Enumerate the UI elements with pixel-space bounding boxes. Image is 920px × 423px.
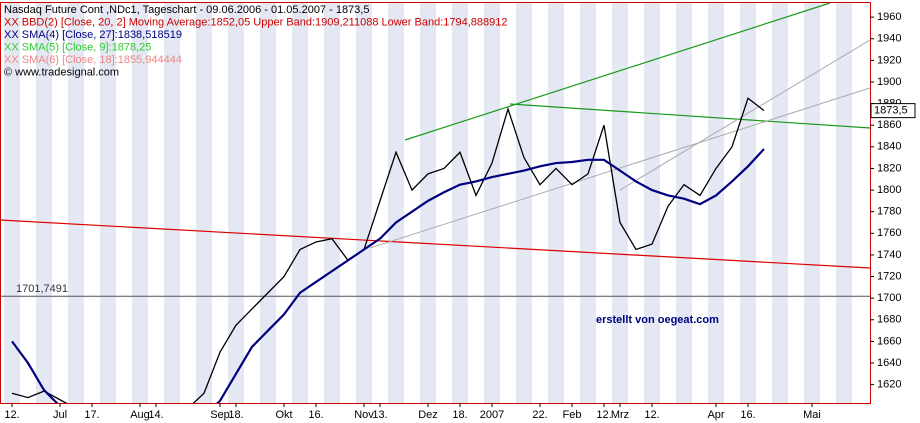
reference-label: 1701,7491 <box>16 283 68 295</box>
y-tick-label: 1680 <box>877 314 901 326</box>
x-tick-label: Dez <box>418 409 438 421</box>
stripe <box>4 2 20 403</box>
stripes <box>4 2 852 403</box>
stripe <box>548 2 564 403</box>
y-tick-label: 1800 <box>877 184 901 196</box>
y-tick-label: 1740 <box>877 249 901 261</box>
last-price-label: 1873,5 <box>874 105 908 117</box>
y-tick-label: 1620 <box>877 379 901 391</box>
stripe <box>516 2 532 403</box>
x-tick-label: 17. <box>84 409 99 421</box>
series-line <box>11 148 765 403</box>
stripe <box>68 2 84 403</box>
trend-line <box>369 87 870 249</box>
legend-entry: XX SMA(4) [Close, 27]:1838,518519 <box>4 29 182 41</box>
stripe <box>292 2 308 403</box>
x-tick-label: Feb <box>563 409 582 421</box>
stripe <box>836 2 852 403</box>
x-tick-label: Sep <box>210 409 230 421</box>
y-tick-label: 1960 <box>877 11 901 23</box>
y-tick-label: 1780 <box>877 206 901 218</box>
stripe <box>484 2 500 403</box>
x-tick-label: Okt <box>275 409 292 421</box>
y-tick-label: 1920 <box>877 54 901 66</box>
y-axis-bg <box>871 0 920 423</box>
stripe <box>708 2 724 403</box>
stripe <box>324 2 340 403</box>
stripe <box>740 2 756 403</box>
stripe <box>612 2 628 403</box>
x-tick-label: Nov <box>354 409 374 421</box>
stripe <box>580 2 596 403</box>
trend-line <box>509 103 870 129</box>
trend-line <box>404 2 831 141</box>
y-tick-label: 1940 <box>877 33 901 45</box>
y-tick-label: 1860 <box>877 119 901 131</box>
x-tick-label: Mrz <box>611 409 629 421</box>
series-line <box>11 97 765 403</box>
legend-entry: XX SMA(5) [Close, 9]:1878,25 <box>4 41 151 53</box>
legend-entry: Nasdaq Future Cont ,NDc1, Tageschart - 0… <box>4 4 369 16</box>
trend-lines <box>0 2 870 269</box>
plot-frame <box>0 2 871 404</box>
x-tick-label: 16. <box>740 409 755 421</box>
stripe <box>644 2 660 403</box>
y-tick-label: 1900 <box>877 76 901 88</box>
trend-line <box>619 39 870 191</box>
legend-entry: XX SMA(6) [Close, 18]:1855,944444 <box>4 54 182 66</box>
x-tick-label: 18. <box>228 409 243 421</box>
y-tick-label: 1660 <box>877 335 901 347</box>
stripe <box>132 2 148 403</box>
legend-entry: © www.tradesignal.com <box>4 66 119 78</box>
x-axis-bg <box>0 404 871 423</box>
stripe <box>260 2 276 403</box>
stripe <box>356 2 372 403</box>
stripe <box>36 2 52 403</box>
stripe <box>100 2 116 403</box>
x-tick-label: 13. <box>372 409 387 421</box>
x-tick-label: 2007 <box>480 409 504 421</box>
stripe <box>452 2 468 403</box>
x-tick-label: 16. <box>308 409 323 421</box>
x-tick-label: 12. <box>596 409 611 421</box>
x-tick-label: Mai <box>803 409 821 421</box>
stripe <box>164 2 180 403</box>
x-tick-label: 22. <box>532 409 547 421</box>
x-tick-label: Aug <box>130 409 150 421</box>
trend-line <box>0 219 870 269</box>
y-tick-label: 1700 <box>877 292 901 304</box>
x-tick-label: Apr <box>707 409 724 421</box>
y-tick-label: 1820 <box>877 162 901 174</box>
stripe <box>228 2 244 403</box>
watermark: erstellt von oegeat.com <box>596 314 719 326</box>
stripe <box>804 2 820 403</box>
y-tick-label: 1760 <box>877 227 901 239</box>
x-tick-label: 18. <box>452 409 467 421</box>
legend-entry: XX BBD(2) [Close, 20, 2] Moving Average:… <box>4 16 508 28</box>
stripe <box>196 2 212 403</box>
x-tick-label: Jul <box>53 409 67 421</box>
plot <box>0 97 870 403</box>
y-tick-label: 1720 <box>877 270 901 282</box>
y-tick-label: 1840 <box>877 141 901 153</box>
x-tick-label: 14. <box>148 409 163 421</box>
stripe <box>420 2 436 403</box>
stripe <box>772 2 788 403</box>
x-tick-label: 12. <box>4 409 19 421</box>
x-tick-label: 12. <box>644 409 659 421</box>
y-tick-label: 1640 <box>877 357 901 369</box>
stripe <box>388 2 404 403</box>
stripe <box>676 2 692 403</box>
last-price-box <box>870 103 916 119</box>
